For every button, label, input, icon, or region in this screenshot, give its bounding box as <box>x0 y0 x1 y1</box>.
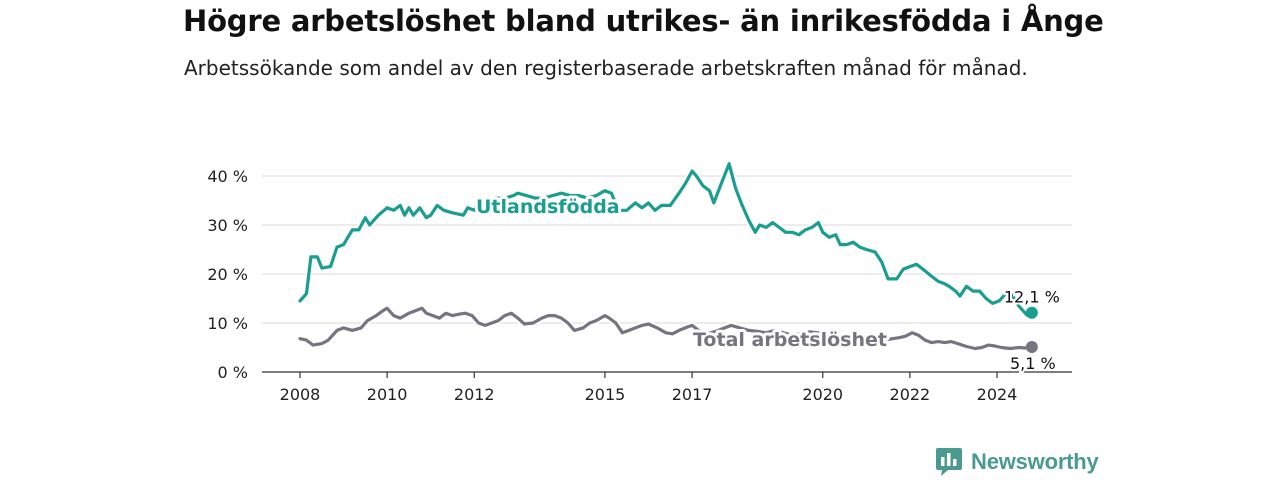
y-tick-label: 10 % <box>207 314 248 333</box>
newsworthy-brand[interactable]: Newsworthy <box>936 448 1099 476</box>
axis-layer: 0 % 10 % 20 % 30 % 40 % 2008 2010 2012 2015 2017 2… <box>207 167 1072 404</box>
y-tick-label: 0 % <box>218 363 248 382</box>
y-tick-label: 20 % <box>207 265 248 284</box>
chart-subtitle: Arbetssökande som andel av den registerb… <box>184 56 1028 80</box>
x-tick-label: 2010 <box>367 385 408 404</box>
series-name-label: Utlandsfödda <box>476 196 620 218</box>
series-line-halo <box>296 160 1036 320</box>
x-tick-label: 2015 <box>585 385 626 404</box>
series-name-label: Total arbetslöshet <box>693 329 887 351</box>
series-line <box>298 162 1034 318</box>
series-line <box>298 306 1034 351</box>
chart-title: Högre arbetslöshet bland utrikes- än inr… <box>183 4 1104 38</box>
newsworthy-brand-label: Newsworthy <box>971 449 1099 474</box>
x-tick-label: 2012 <box>454 385 495 404</box>
y-tick-label: 40 % <box>207 167 248 186</box>
series-layer <box>296 160 1036 352</box>
label-layer: 12,1 % Utlandsfödda 5,1 % Total arbetslöshe… <box>473 193 1062 375</box>
grid-layer <box>262 175 1072 324</box>
x-tick-label: 2022 <box>890 385 931 404</box>
x-tick-label: 2024 <box>977 385 1018 404</box>
x-tick-label: 2020 <box>802 385 843 404</box>
y-tick-label: 30 % <box>207 216 248 235</box>
series-end-label: 12,1 % <box>1004 288 1060 307</box>
series-end-marker <box>1025 306 1038 319</box>
series-end-marker <box>1025 341 1038 354</box>
series-end-label: 5,1 % <box>1010 354 1056 373</box>
x-tick-label: 2008 <box>280 385 321 404</box>
newsworthy-logo-icon <box>936 448 962 476</box>
x-tick-label: 2017 <box>672 385 713 404</box>
